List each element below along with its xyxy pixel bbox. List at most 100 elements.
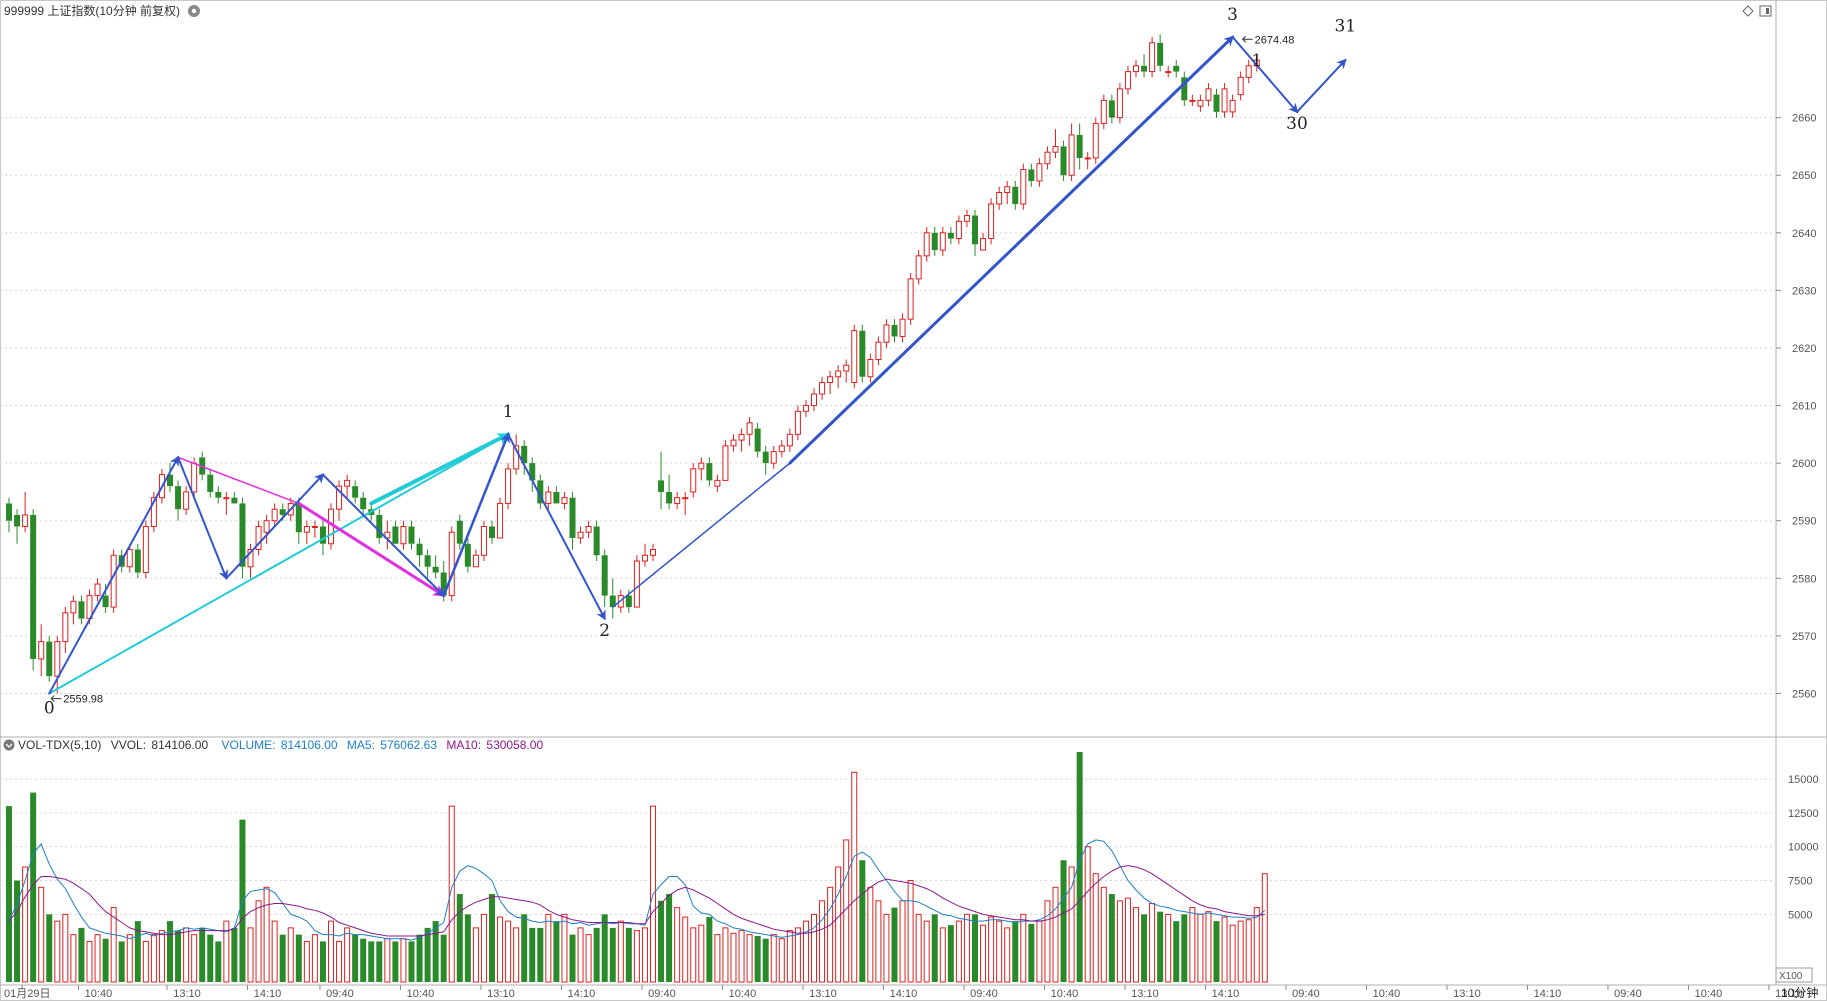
candle[interactable] (142, 520, 149, 579)
volume-bar-up[interactable] (1197, 913, 1204, 983)
volume-bar-down[interactable] (46, 914, 53, 982)
volume-bar-down[interactable] (30, 792, 37, 982)
volume-bar-up[interactable] (1092, 873, 1099, 983)
volume-bar-down[interactable] (432, 921, 439, 982)
candle[interactable] (392, 520, 399, 544)
candle[interactable] (1245, 60, 1252, 84)
volume-bar-up[interactable] (303, 940, 310, 983)
wave-line-magenta[interactable] (177, 456, 300, 505)
volume-bar-up[interactable] (802, 920, 809, 983)
candle[interactable] (464, 537, 471, 573)
candle[interactable] (641, 543, 648, 567)
candle[interactable] (907, 273, 914, 325)
candle[interactable] (311, 520, 318, 538)
volume-bar-down[interactable] (368, 941, 375, 982)
volume-bar-down[interactable] (392, 941, 399, 982)
candle[interactable] (78, 595, 85, 625)
wave-line-blue[interactable] (1296, 58, 1347, 113)
volume-bar-up[interactable] (738, 930, 745, 983)
candle[interactable] (827, 371, 834, 395)
volume-bar-up[interactable] (835, 866, 842, 983)
candle[interactable] (513, 434, 520, 475)
volume-bar-up[interactable] (1189, 907, 1196, 983)
candle[interactable] (416, 537, 423, 567)
volume-bar-up[interactable] (641, 927, 648, 983)
candle[interactable] (110, 549, 117, 613)
volume-bar-up[interactable] (158, 930, 165, 983)
candle[interactable] (247, 543, 254, 579)
candle[interactable] (62, 607, 69, 654)
volume-bar-up[interactable] (448, 805, 455, 983)
volume-bar-down[interactable] (1173, 921, 1180, 982)
candle[interactable] (706, 457, 713, 487)
wave-line-blue[interactable] (177, 456, 229, 581)
volume-bar-up[interactable] (722, 927, 729, 983)
volume-bar-down[interactable] (666, 894, 673, 982)
candle[interactable] (497, 497, 504, 539)
candle[interactable] (770, 445, 777, 469)
volume-bar-down[interactable] (207, 934, 214, 982)
candle[interactable] (674, 491, 681, 510)
volume-bar-up[interactable] (1261, 873, 1268, 983)
volume-bar-up[interactable] (1221, 916, 1228, 983)
candle[interactable] (939, 227, 946, 256)
volume-bar-down[interactable] (1141, 914, 1148, 982)
volume-bar-down[interactable] (891, 907, 898, 982)
candle[interactable] (714, 474, 721, 492)
candle[interactable] (1181, 71, 1188, 107)
wave-line-blue[interactable] (321, 473, 446, 597)
candle[interactable] (1229, 94, 1236, 118)
candle[interactable] (819, 376, 826, 400)
volume-bar-up[interactable] (255, 900, 262, 983)
candle[interactable] (867, 353, 874, 383)
candle[interactable] (223, 491, 230, 515)
candle[interactable] (303, 520, 310, 544)
volume-bar-down[interactable] (1028, 923, 1035, 982)
candle[interactable] (1157, 34, 1164, 72)
wave-line-blue[interactable] (612, 462, 791, 608)
candle[interactable] (658, 451, 665, 510)
candle[interactable] (1124, 65, 1131, 95)
volume-bar-down[interactable] (134, 921, 141, 982)
volume-bar-down[interactable] (14, 880, 21, 982)
volume-bar-down[interactable] (658, 900, 665, 982)
volume-bar-down[interactable] (175, 930, 182, 982)
volume-bar-up[interactable] (851, 771, 858, 983)
candle[interactable] (915, 250, 922, 285)
volume-bar-up[interactable] (682, 916, 689, 983)
candle[interactable] (899, 313, 906, 343)
volume-bar-up[interactable] (311, 934, 318, 983)
candle[interactable] (1205, 83, 1212, 107)
candle[interactable] (46, 635, 53, 682)
candle[interactable] (972, 209, 978, 256)
volume-bar-down[interactable] (360, 938, 367, 982)
candle[interactable] (255, 520, 262, 556)
candle[interactable] (319, 520, 326, 556)
candle[interactable] (70, 595, 77, 625)
candle[interactable] (489, 520, 495, 544)
volume-bar-up[interactable] (746, 934, 753, 983)
volume-bar-up[interactable] (996, 920, 1003, 983)
candle[interactable] (1084, 152, 1091, 170)
candle[interactable] (38, 624, 45, 677)
volume-bar-down[interactable] (601, 914, 608, 982)
volume-bar-up[interactable] (714, 934, 721, 983)
volume-bar-down[interactable] (1012, 921, 1019, 982)
candle[interactable] (988, 198, 995, 245)
volume-bar-up[interactable] (1149, 903, 1156, 983)
volume-bar-up[interactable] (1124, 897, 1131, 983)
candle[interactable] (150, 491, 157, 533)
volume-bar-up[interactable] (633, 930, 640, 983)
candle[interactable] (722, 440, 729, 481)
wave-line-blue[interactable] (788, 35, 1235, 465)
candle[interactable] (352, 480, 359, 504)
candle[interactable] (843, 359, 850, 383)
volume-bar-up[interactable] (778, 938, 785, 983)
candle[interactable] (175, 480, 182, 521)
wave-line-blue[interactable] (1231, 36, 1299, 114)
candle[interactable] (30, 509, 37, 671)
candle[interactable] (569, 491, 576, 550)
volume-bar-down[interactable] (231, 927, 238, 982)
volume-bar-up[interactable] (786, 930, 793, 983)
